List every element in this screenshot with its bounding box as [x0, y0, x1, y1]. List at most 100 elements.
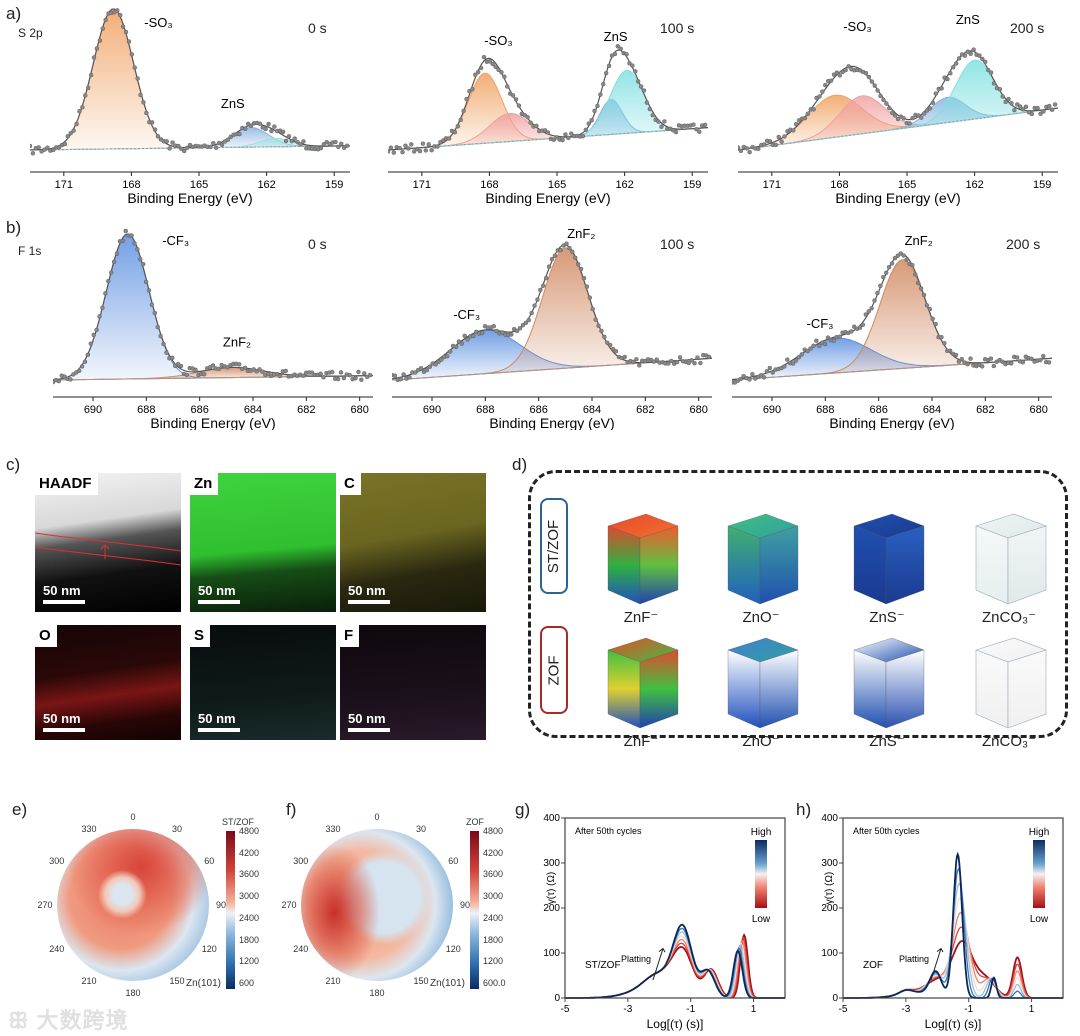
data-point	[120, 24, 126, 29]
data-point	[420, 141, 426, 146]
data-point	[459, 341, 465, 346]
data-point	[289, 138, 295, 144]
scale-bar-label: 50 nm	[43, 583, 81, 598]
data-point	[860, 322, 866, 327]
angle-tick-label: 0	[374, 812, 380, 822]
data-point	[356, 369, 361, 375]
colorbar	[226, 831, 235, 989]
time-label: 0 s	[308, 236, 327, 252]
data-point	[991, 363, 997, 369]
data-point	[988, 70, 994, 75]
data-point	[913, 272, 918, 277]
x-tick-label: 159	[325, 179, 343, 191]
angle-tick-label: 90	[459, 900, 471, 910]
data-point	[513, 97, 519, 102]
data-point	[985, 67, 991, 73]
tof-sims-cube-ZnS⁻-ST/ZOF	[853, 513, 925, 605]
data-point	[997, 87, 1003, 92]
micrograph-zn: Zn 50 nm	[190, 473, 336, 612]
data-point	[211, 141, 216, 146]
envelope-line	[53, 233, 373, 381]
data-point	[534, 123, 539, 129]
angle-tick-label: 240	[49, 944, 65, 954]
data-point	[918, 286, 924, 291]
polar-map-zof	[301, 829, 453, 981]
data-point	[863, 312, 869, 317]
data-point	[988, 356, 994, 361]
data-point	[560, 137, 565, 143]
x-tick-label: 165	[548, 179, 566, 191]
data-point	[30, 143, 33, 149]
data-point	[875, 88, 880, 93]
data-point	[933, 91, 939, 96]
data-point	[702, 122, 708, 128]
data-point	[56, 145, 62, 150]
x-tick-label: 686	[190, 404, 208, 416]
data-point	[869, 79, 875, 84]
x-tick-label: 690	[763, 404, 781, 416]
data-point	[45, 145, 50, 150]
data-point	[475, 69, 481, 75]
data-point	[606, 63, 612, 69]
data-point	[143, 279, 149, 285]
data-point	[764, 369, 770, 374]
x-tick-label: 1	[751, 1004, 757, 1015]
interface-line	[35, 532, 181, 566]
data-point	[644, 100, 650, 105]
angle-tick-label: 330	[81, 823, 97, 834]
data-point	[638, 84, 644, 89]
angle-tick-label: 180	[125, 988, 141, 998]
y-tick-label: 300	[821, 858, 838, 869]
data-point	[686, 360, 691, 366]
sample-label: ST/ZOF	[585, 960, 621, 971]
data-point	[770, 370, 775, 375]
legend-colorbar	[755, 840, 767, 908]
data-point	[889, 261, 895, 266]
data-point	[103, 291, 108, 296]
data-point	[564, 241, 569, 246]
data-point	[566, 135, 571, 141]
data-point	[933, 321, 938, 327]
data-point	[1006, 96, 1011, 102]
data-point	[494, 328, 499, 334]
y-axis-label: γ(τ) (Ω)	[546, 872, 557, 905]
data-point	[872, 83, 877, 88]
data-point	[637, 363, 642, 368]
data-point	[828, 78, 834, 83]
data-point	[413, 370, 418, 375]
x-tick-label: 159	[1033, 179, 1051, 191]
data-point	[866, 74, 872, 80]
legend-low: Low	[752, 914, 771, 925]
data-point	[601, 81, 606, 87]
data-point	[441, 138, 446, 143]
data-point	[666, 361, 671, 366]
data-point	[767, 139, 773, 144]
x-tick-label: -3	[901, 1004, 910, 1015]
data-point	[257, 121, 263, 126]
tof-sims-cube-ZnO⁻-ST/ZOF	[727, 513, 799, 605]
data-point	[761, 142, 767, 147]
data-point	[942, 340, 947, 346]
data-point	[895, 116, 901, 122]
data-point	[584, 284, 590, 289]
colorbar-tick-label: 4800	[483, 826, 504, 836]
data-point	[243, 126, 248, 132]
component-peak	[738, 59, 1058, 151]
data-point	[149, 302, 155, 307]
data-point	[409, 142, 414, 147]
data-point	[263, 126, 268, 132]
data-point	[590, 306, 595, 312]
colorbar-tick-label: 1200	[483, 956, 504, 967]
data-point	[85, 85, 91, 91]
colorbar-tick-label: 600.0	[483, 977, 506, 988]
data-point	[695, 355, 700, 360]
data-point	[330, 369, 335, 375]
data-point	[179, 146, 184, 152]
data-point	[599, 328, 604, 334]
xps-s2p-200s: 171 168 165 162 159 Binding Energy (eV) -SO₃ Zn…	[738, 12, 1058, 206]
colorbar-tick-label: 3000	[239, 891, 260, 902]
data-point	[1020, 107, 1026, 112]
data-point	[74, 121, 79, 127]
colorbar-title: ST/ZOF	[222, 817, 254, 827]
data-point	[452, 130, 458, 135]
